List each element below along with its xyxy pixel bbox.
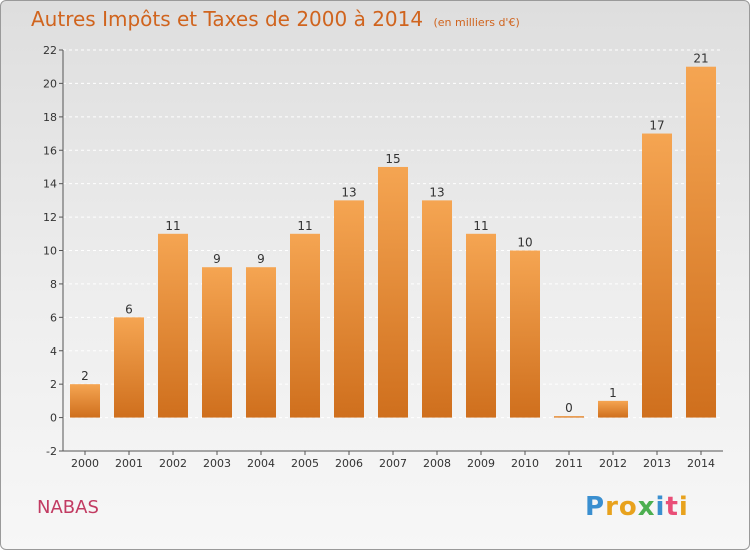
- brand-letter: i: [678, 492, 689, 522]
- x-tick-label: 2004: [247, 457, 275, 470]
- y-tick-label: 10: [43, 245, 57, 258]
- bar-2001: [114, 317, 144, 418]
- y-tick-label: 18: [43, 111, 57, 124]
- x-tick-label: 2002: [159, 457, 187, 470]
- data-label-2004: 9: [257, 252, 265, 266]
- x-tick-label: 2001: [115, 457, 143, 470]
- brand-letter: o: [618, 492, 638, 522]
- chart-title: Autres Impôts et Taxes de 2000 à 2014 (e…: [31, 7, 520, 31]
- data-label-2008: 13: [429, 185, 444, 199]
- proxiti-logo: Proxiti: [585, 492, 689, 522]
- data-label-2006: 13: [341, 185, 356, 199]
- x-tick-label: 2009: [467, 457, 495, 470]
- y-tick-label: -2: [46, 445, 57, 458]
- x-tick-label: 2010: [511, 457, 539, 470]
- brand-letter: t: [665, 492, 679, 522]
- bar-2007: [378, 166, 408, 418]
- bar-2013: [642, 133, 672, 418]
- bar-2000: [70, 384, 100, 418]
- bar-2014: [686, 66, 716, 418]
- y-tick-label: 22: [43, 44, 57, 57]
- brand-letter: r: [605, 492, 619, 522]
- bar-2008: [422, 200, 452, 418]
- bar-2005: [290, 233, 320, 418]
- chart-title-text: Autres Impôts et Taxes de 2000 à 2014: [31, 7, 424, 31]
- data-label-2003: 9: [213, 252, 221, 266]
- data-label-2009: 11: [473, 219, 488, 233]
- bars: [70, 66, 716, 418]
- x-tick-label: 2005: [291, 457, 319, 470]
- bar-2009: [466, 233, 496, 418]
- x-tick-label: 2014: [687, 457, 715, 470]
- brand-letter: x: [637, 492, 656, 522]
- y-tick-label: 12: [43, 211, 57, 224]
- bar-2010: [510, 250, 540, 418]
- data-label-2005: 11: [297, 219, 312, 233]
- data-label-2012: 1: [609, 386, 617, 400]
- bar-2006: [334, 200, 364, 418]
- data-label-2013: 17: [649, 119, 664, 133]
- bar-2012: [598, 400, 628, 418]
- chart-unit: (en milliers d'€): [433, 16, 520, 29]
- brand-letter: P: [585, 492, 606, 522]
- x-tick-label: 2011: [555, 457, 583, 470]
- data-label-2014: 21: [693, 52, 708, 66]
- x-tick-label: 2013: [643, 457, 671, 470]
- y-tick-label: 16: [43, 144, 57, 157]
- data-label-2010: 10: [517, 236, 532, 250]
- x-tick-label: 2007: [379, 457, 407, 470]
- x-tick-label: 2008: [423, 457, 451, 470]
- data-label-2000: 2: [81, 369, 89, 383]
- y-tick-label: 20: [43, 77, 57, 90]
- bar-2002: [158, 233, 188, 418]
- data-label-2011: 0: [565, 401, 573, 415]
- x-tick-label: 2003: [203, 457, 231, 470]
- y-tick-label: 8: [50, 278, 57, 291]
- y-tick-label: 0: [50, 412, 57, 425]
- y-tick-label: 14: [43, 178, 57, 191]
- commune-name: NABAS: [37, 497, 99, 518]
- x-tick-label: 2012: [599, 457, 627, 470]
- brand-letter: i: [655, 492, 666, 522]
- data-label-2002: 11: [165, 219, 180, 233]
- y-tick-label: 2: [50, 378, 57, 391]
- x-tick-label: 2006: [335, 457, 363, 470]
- bar-2003: [202, 267, 232, 418]
- data-labels: 2 6 11 9 9 11 13 15 13 11 10 0 1 17 21: [81, 52, 708, 415]
- data-label-2007: 15: [385, 152, 400, 166]
- y-tick-label: 4: [50, 345, 57, 358]
- x-tick-label: 2000: [71, 457, 99, 470]
- bar-2011: [554, 416, 584, 418]
- bar-2004: [246, 267, 276, 418]
- data-label-2001: 6: [125, 302, 133, 316]
- y-tick-label: 6: [50, 311, 57, 324]
